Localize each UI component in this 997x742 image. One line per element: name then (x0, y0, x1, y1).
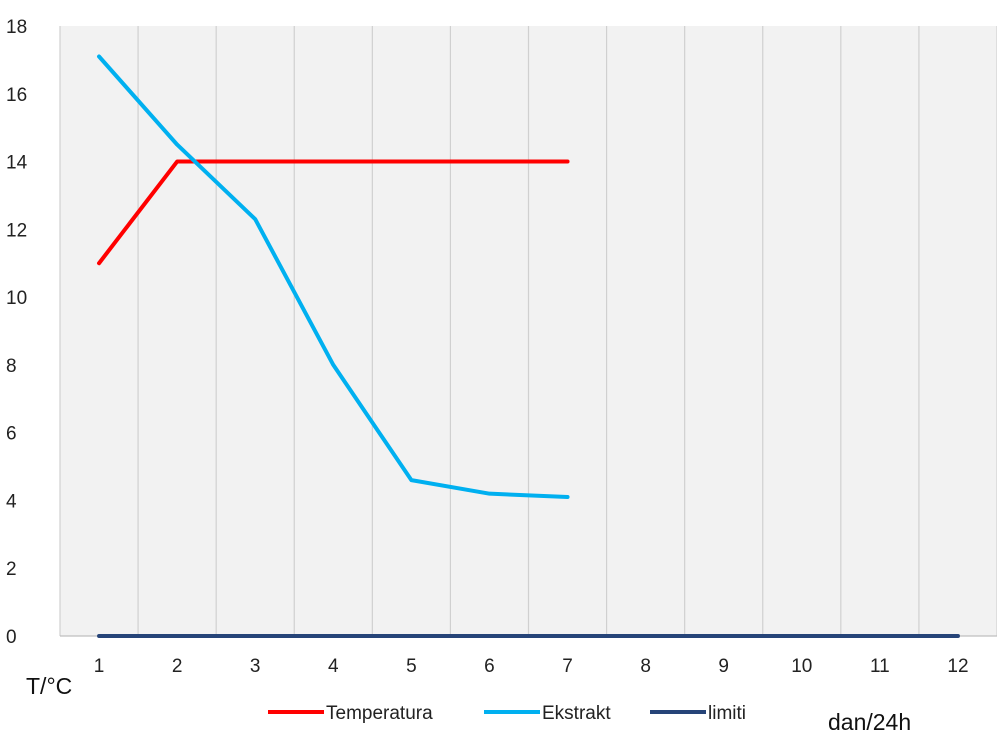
x-tick-label: 7 (562, 656, 573, 677)
legend-label-ekstrakt: Ekstrakt (542, 703, 611, 724)
x-tick-label: 9 (718, 656, 729, 677)
y-tick-label: 6 (6, 424, 17, 445)
x-tick-label: 4 (328, 656, 339, 677)
x-tick-label: 6 (484, 656, 495, 677)
x-tick-label: 12 (947, 656, 968, 677)
series-line-ekstrakt (97, 54, 570, 500)
series-line-temperatura (97, 159, 570, 266)
x-tick-label: 1 (94, 656, 105, 677)
x-tick-label: 5 (406, 656, 417, 677)
y-tick-label: 2 (6, 559, 17, 580)
x-tick-label: 8 (640, 656, 651, 677)
y-tick-label: 0 (6, 627, 17, 648)
y-tick-label: 16 (6, 85, 27, 106)
y-tick-label: 8 (6, 356, 17, 377)
y-tick-label: 14 (6, 153, 28, 174)
x-tick-label: 11 (870, 656, 890, 677)
gridlines (59, 26, 997, 636)
y-tick-label: 12 (6, 220, 27, 241)
x-tick-label: 2 (172, 656, 183, 677)
legend-label-limiti: limiti (708, 703, 746, 724)
y-axis-title: T/°C (26, 673, 72, 699)
series-lines (97, 54, 960, 638)
x-axis-title: dan/24h (828, 709, 911, 735)
legend: Temperatura Ekstrakt limiti (268, 703, 746, 724)
y-tick-label: 4 (6, 491, 17, 512)
x-tick-label: 10 (791, 656, 812, 677)
y-tick-label: 18 (6, 17, 27, 38)
legend-label-temperatura: Temperatura (326, 703, 433, 724)
x-tick-label: 3 (250, 656, 261, 677)
y-tick-label: 10 (6, 288, 27, 309)
